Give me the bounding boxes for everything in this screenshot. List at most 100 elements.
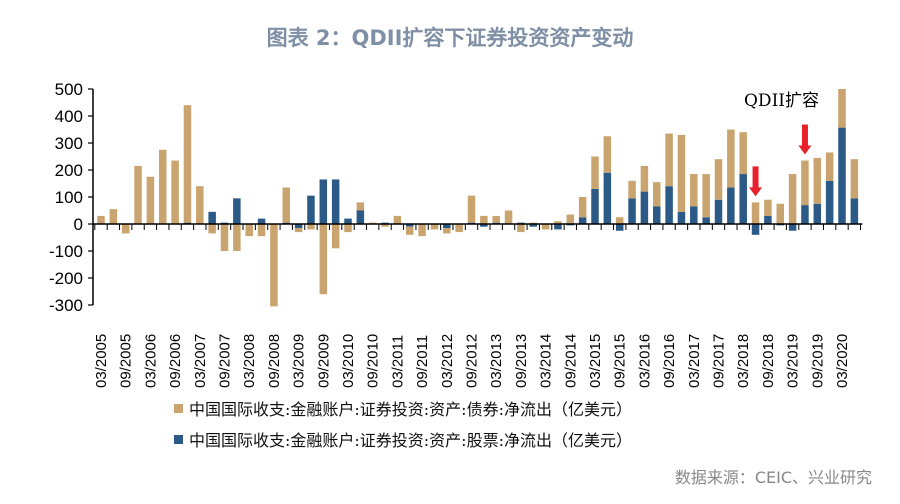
bar-stocks — [615, 224, 624, 231]
bar-stocks — [677, 211, 686, 224]
y-tick-label: -300 — [49, 296, 83, 315]
x-tick-label: 03/2018 — [735, 334, 752, 388]
bar-stocks — [208, 211, 216, 224]
bar-stocks — [628, 198, 636, 224]
bar-bonds — [381, 224, 389, 227]
y-tick-label: -200 — [49, 269, 83, 288]
x-tick-label: 03/2010 — [340, 334, 357, 388]
bar-bonds — [233, 224, 241, 251]
bar-bonds — [294, 228, 303, 233]
bar-stocks — [554, 224, 562, 230]
source-note: 数据来源：CEIC、兴业研究 — [674, 468, 872, 487]
bar-stocks — [344, 218, 352, 224]
bar-stocks — [665, 186, 673, 224]
bar-bonds — [813, 157, 822, 204]
x-tick-label: 09/2016 — [661, 334, 678, 388]
bar-bonds — [393, 215, 402, 224]
x-tick-label: 09/2010 — [365, 334, 382, 388]
bar-bonds — [344, 224, 352, 233]
bar-bonds — [159, 149, 167, 224]
bar-bonds — [751, 202, 760, 224]
bar-bonds — [788, 174, 797, 224]
legend-item-bonds: 中国国际收支:金融账户:证券投资:资产:债券:净流出（亿美元） — [174, 396, 632, 420]
bar-bonds — [319, 224, 328, 295]
bar-stocks — [529, 224, 537, 227]
legend-label-bonds: 中国国际收支:金融账户:证券投资:资产:债券:净流出（亿美元） — [189, 400, 632, 419]
y-tick-label: -100 — [49, 242, 83, 261]
red-arrow-shaft — [801, 124, 808, 147]
bar-stocks — [727, 187, 735, 224]
bar-bonds — [677, 134, 686, 212]
bar-stocks — [714, 199, 723, 224]
bar-stocks — [751, 224, 760, 235]
bar-stocks — [690, 206, 698, 224]
bar-bonds — [640, 165, 649, 192]
bar-stocks — [838, 127, 846, 224]
bar-bonds — [825, 152, 834, 181]
y-tick-label: 0 — [74, 215, 83, 234]
bar-bonds — [578, 197, 587, 218]
bar-bonds — [653, 182, 661, 207]
bar-stocks — [233, 198, 241, 224]
x-tick-label: 09/2015 — [612, 334, 629, 388]
bar-stocks — [603, 172, 612, 224]
x-tick-label: 03/2008 — [241, 334, 258, 388]
bar-bonds — [702, 174, 710, 218]
red-arrow-head — [749, 187, 763, 197]
bar-stocks — [578, 217, 587, 224]
x-tick-label: 03/2015 — [587, 334, 604, 388]
bar-bonds — [270, 224, 278, 307]
bar-stocks — [825, 180, 834, 224]
x-tick-label: 03/2009 — [291, 334, 308, 388]
legend-label-stocks: 中国国际收支:金融账户:证券投资:资产:股票:净流出（亿美元） — [189, 431, 632, 450]
bar-bonds — [628, 180, 636, 199]
y-tick-label: 500 — [55, 80, 83, 99]
bar-bonds — [517, 224, 525, 233]
x-tick-label: 09/2011 — [414, 335, 431, 388]
legend-swatch-stocks — [174, 434, 183, 444]
bar-bonds — [406, 226, 414, 235]
bar-stocks — [356, 210, 365, 224]
bar-bonds — [690, 174, 698, 207]
x-tick-label: 03/2014 — [538, 334, 555, 388]
x-tick-label: 09/2009 — [315, 334, 332, 388]
bar-bonds — [776, 203, 784, 224]
bar-bonds — [541, 224, 550, 230]
bar-bonds — [220, 224, 229, 251]
bar-bonds — [356, 202, 365, 211]
bar-bonds — [492, 215, 500, 223]
bar-bonds — [603, 136, 612, 173]
x-tick-label: 03/2017 — [686, 334, 703, 388]
bar-stocks — [739, 174, 747, 224]
bar-stocks — [653, 206, 661, 224]
bar-bonds — [850, 159, 859, 199]
bar-bonds — [838, 89, 846, 128]
x-tick-label: 03/2005 — [93, 334, 110, 388]
x-tick-label: 03/2006 — [142, 334, 159, 388]
bar-bonds — [331, 224, 340, 249]
bar-bonds — [307, 224, 315, 230]
bar-stocks — [764, 215, 772, 224]
x-tick-label: 09/2013 — [513, 334, 530, 388]
bar-bonds — [665, 133, 673, 187]
x-tick-label: 03/2013 — [488, 334, 505, 388]
bar-bonds — [764, 199, 772, 216]
bar-bonds — [480, 215, 488, 224]
chart-title: 图表 2：QDII扩容下证券投资资产变动 — [266, 26, 634, 50]
bar-stocks — [331, 179, 340, 224]
bar-stocks — [480, 224, 488, 227]
y-tick-label: 400 — [55, 107, 83, 126]
x-tick-label: 09/2014 — [562, 334, 579, 388]
legend-item-stocks: 中国国际收支:金融账户:证券投资:资产:股票:净流出（亿美元） — [174, 427, 632, 451]
bar-bonds — [97, 215, 105, 224]
bar-bonds — [171, 160, 179, 224]
bar-stocks — [788, 224, 797, 231]
x-tick-label: 09/2007 — [217, 334, 234, 388]
bar-bonds — [455, 224, 463, 233]
bar-stocks — [294, 224, 303, 229]
y-tick-label: 100 — [55, 188, 83, 207]
bar-bonds — [183, 105, 192, 223]
y-tick-label: 300 — [55, 134, 83, 153]
bar-stocks — [813, 203, 822, 224]
bar-bonds — [257, 224, 266, 237]
